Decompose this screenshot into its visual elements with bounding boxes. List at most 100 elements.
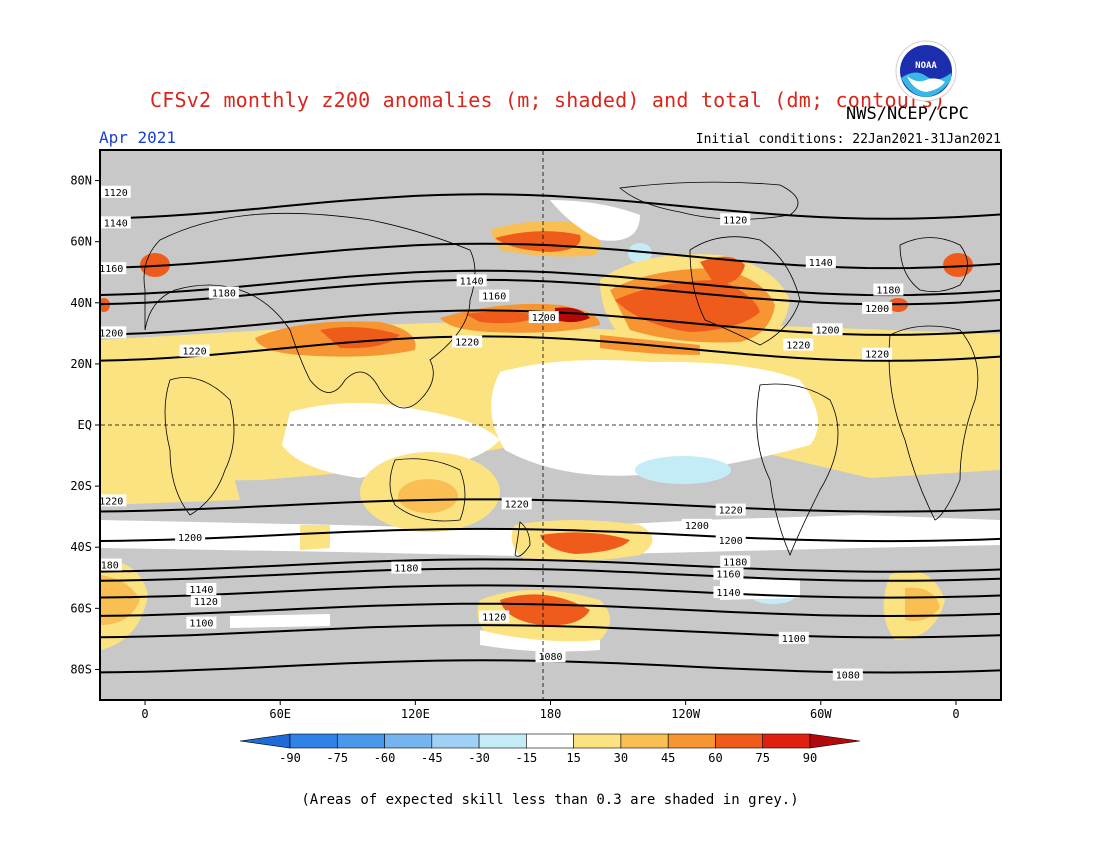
coastline: [389, 458, 466, 522]
contour-label: 1220: [455, 338, 479, 349]
contour-label-bg: [501, 497, 532, 510]
lon-label: 0: [141, 707, 148, 721]
colorbar-swatch: [620, 733, 669, 749]
contour-label: 1140: [189, 585, 213, 596]
colorbar-swatch: [336, 733, 385, 749]
initial-conditions: Initial conditions: 22Jan2021-31Jan2021: [695, 132, 1001, 147]
contour-label-bg: [208, 286, 239, 299]
anomaly-region: [101, 575, 140, 625]
contour-label-bg: [186, 616, 217, 629]
contour-label: 1120: [482, 613, 506, 624]
contour-label-bg: [528, 311, 559, 324]
contour-label: 1140: [460, 276, 484, 287]
contour-label: 1220: [865, 350, 889, 361]
anomaly-region: [628, 243, 652, 263]
colorbar-swatch: [762, 733, 811, 749]
anomaly-region: [480, 630, 600, 652]
contour-label: 1220: [786, 341, 810, 352]
colorbar-swatch: [289, 733, 338, 749]
contour-label: 1200: [685, 521, 709, 532]
anomaly-region: [300, 525, 330, 550]
contour-label: 1160: [716, 570, 740, 581]
contour-label-bg: [713, 586, 744, 599]
contour-label-bg: [805, 256, 836, 269]
anomaly-region: [540, 532, 630, 554]
contour-1100: [101, 624, 1000, 639]
contour-labels: 1080108011001100112011201120112011401140…: [95, 185, 904, 682]
colorbar-arrow-high: [809, 733, 861, 749]
contour-label-bg: [101, 494, 127, 507]
lat-label: 20S: [70, 479, 92, 493]
lon-label: 60W: [810, 707, 832, 721]
colorbar-tick: -90: [279, 751, 301, 765]
contour-label-bg: [783, 338, 814, 351]
colorbar-swatch: [526, 733, 574, 749]
anomaly-region: [635, 456, 731, 484]
coastline: [756, 383, 839, 557]
contour-label: 1140: [809, 258, 833, 269]
contour-1140: [101, 584, 1000, 599]
contour-label-bg: [862, 301, 893, 314]
colorbar-tick: 45: [661, 751, 675, 765]
lat-label: 40S: [70, 540, 92, 554]
map-title: CFSv2 monthly z200 anomalies (m; shaded)…: [150, 88, 946, 112]
contour-label: 1120: [104, 188, 128, 199]
colorbar-tick: -60: [374, 751, 396, 765]
colorbar-swatch: [478, 733, 527, 749]
contour-label-bg: [101, 326, 127, 339]
agency-label: NWS/NCEP/CPC: [846, 104, 969, 124]
forecast-period: Apr 2021: [99, 128, 177, 147]
contour-label-bg: [479, 610, 510, 623]
contour-1200: [101, 527, 1000, 543]
contour-label: 1160: [99, 264, 123, 275]
contour-label-bg: [535, 650, 566, 663]
contour-label: 1200: [865, 304, 889, 315]
contour-label: 1220: [99, 496, 123, 507]
colorbar-swatch: [573, 733, 622, 749]
coastline: [164, 377, 235, 516]
anomaly-region: [101, 460, 240, 505]
contour-label: 1200: [532, 313, 556, 324]
lat-label: 40N: [70, 296, 92, 310]
colorbar-tick: 75: [756, 751, 770, 765]
contour-1180: [101, 558, 1000, 573]
contour-1220: [101, 335, 1000, 362]
colorbar-tick: -45: [421, 751, 443, 765]
anomaly-region: [700, 256, 745, 285]
contour-label: 1140: [104, 218, 128, 229]
contour-label: 1100: [782, 634, 806, 645]
noaa-logo: NOAA: [895, 40, 957, 102]
contour-label: 1220: [719, 506, 743, 517]
contour-label-bg: [873, 283, 904, 296]
lat-label: 60N: [70, 235, 92, 249]
lon-label: 60E: [269, 707, 291, 721]
anomaly-region: [491, 359, 818, 476]
lat-label: 60S: [70, 601, 92, 615]
contour-label: 1120: [194, 597, 218, 608]
contour-label-bg: [179, 344, 210, 357]
colorbar: -90 -75 -60 -45 -30 -15 15 30 45 60 75 90: [239, 733, 861, 765]
contour-label: 1180: [394, 564, 418, 575]
colorbar-tick: 15: [566, 751, 580, 765]
colorbar-tick: -15: [516, 751, 538, 765]
contour-label-bg: [713, 567, 744, 580]
contour-label: 1220: [183, 347, 207, 358]
contour-1220: [101, 498, 1000, 513]
skill-footnote: (Areas of expected skill less than 0.3 a…: [301, 792, 799, 808]
contour-label-bg: [101, 185, 131, 198]
colorbar-swatch: [384, 733, 433, 749]
contour-label-bg: [812, 323, 843, 336]
coastline: [689, 236, 801, 346]
contour-label-bg: [190, 595, 221, 608]
contour-label: 1200: [719, 536, 743, 547]
lon-label: 120E: [401, 707, 430, 721]
lat-label: 20N: [70, 357, 92, 371]
contour-label-bg: [175, 531, 206, 544]
contour-1160: [101, 567, 1000, 582]
contour-label: 1180: [95, 561, 119, 572]
contour-label-bg: [720, 555, 751, 568]
colorbar-tick: -30: [468, 751, 490, 765]
contour-label-bg: [715, 534, 746, 547]
contour-label-bg: [681, 518, 712, 531]
